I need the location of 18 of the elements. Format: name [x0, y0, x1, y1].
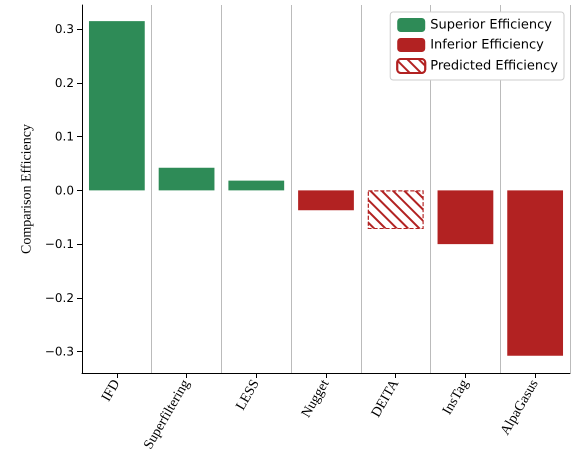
bar — [228, 180, 284, 190]
x-tick-label: IFD — [99, 377, 124, 404]
y-tick-label: 0.3 — [54, 22, 74, 36]
bar — [507, 190, 564, 356]
bar — [298, 190, 354, 210]
y-tick-label: −0.3 — [44, 344, 74, 359]
y-tick-label: 0.1 — [54, 130, 74, 144]
y-tick-label: −0.1 — [44, 237, 74, 252]
legend-label: Superior Efficiency — [430, 18, 552, 32]
legend-label: Predicted Efficiency — [430, 58, 558, 74]
y-axis-title: Comparison Efficiency — [19, 124, 34, 254]
y-tick-label: 0.2 — [54, 76, 74, 90]
bar — [158, 168, 214, 190]
bar — [88, 21, 145, 190]
legend-label: Inferior Efficiency — [430, 38, 544, 52]
y-tick-label: 0.0 — [54, 183, 74, 198]
y-tick-label: −0.2 — [44, 290, 74, 305]
bar — [438, 190, 494, 244]
